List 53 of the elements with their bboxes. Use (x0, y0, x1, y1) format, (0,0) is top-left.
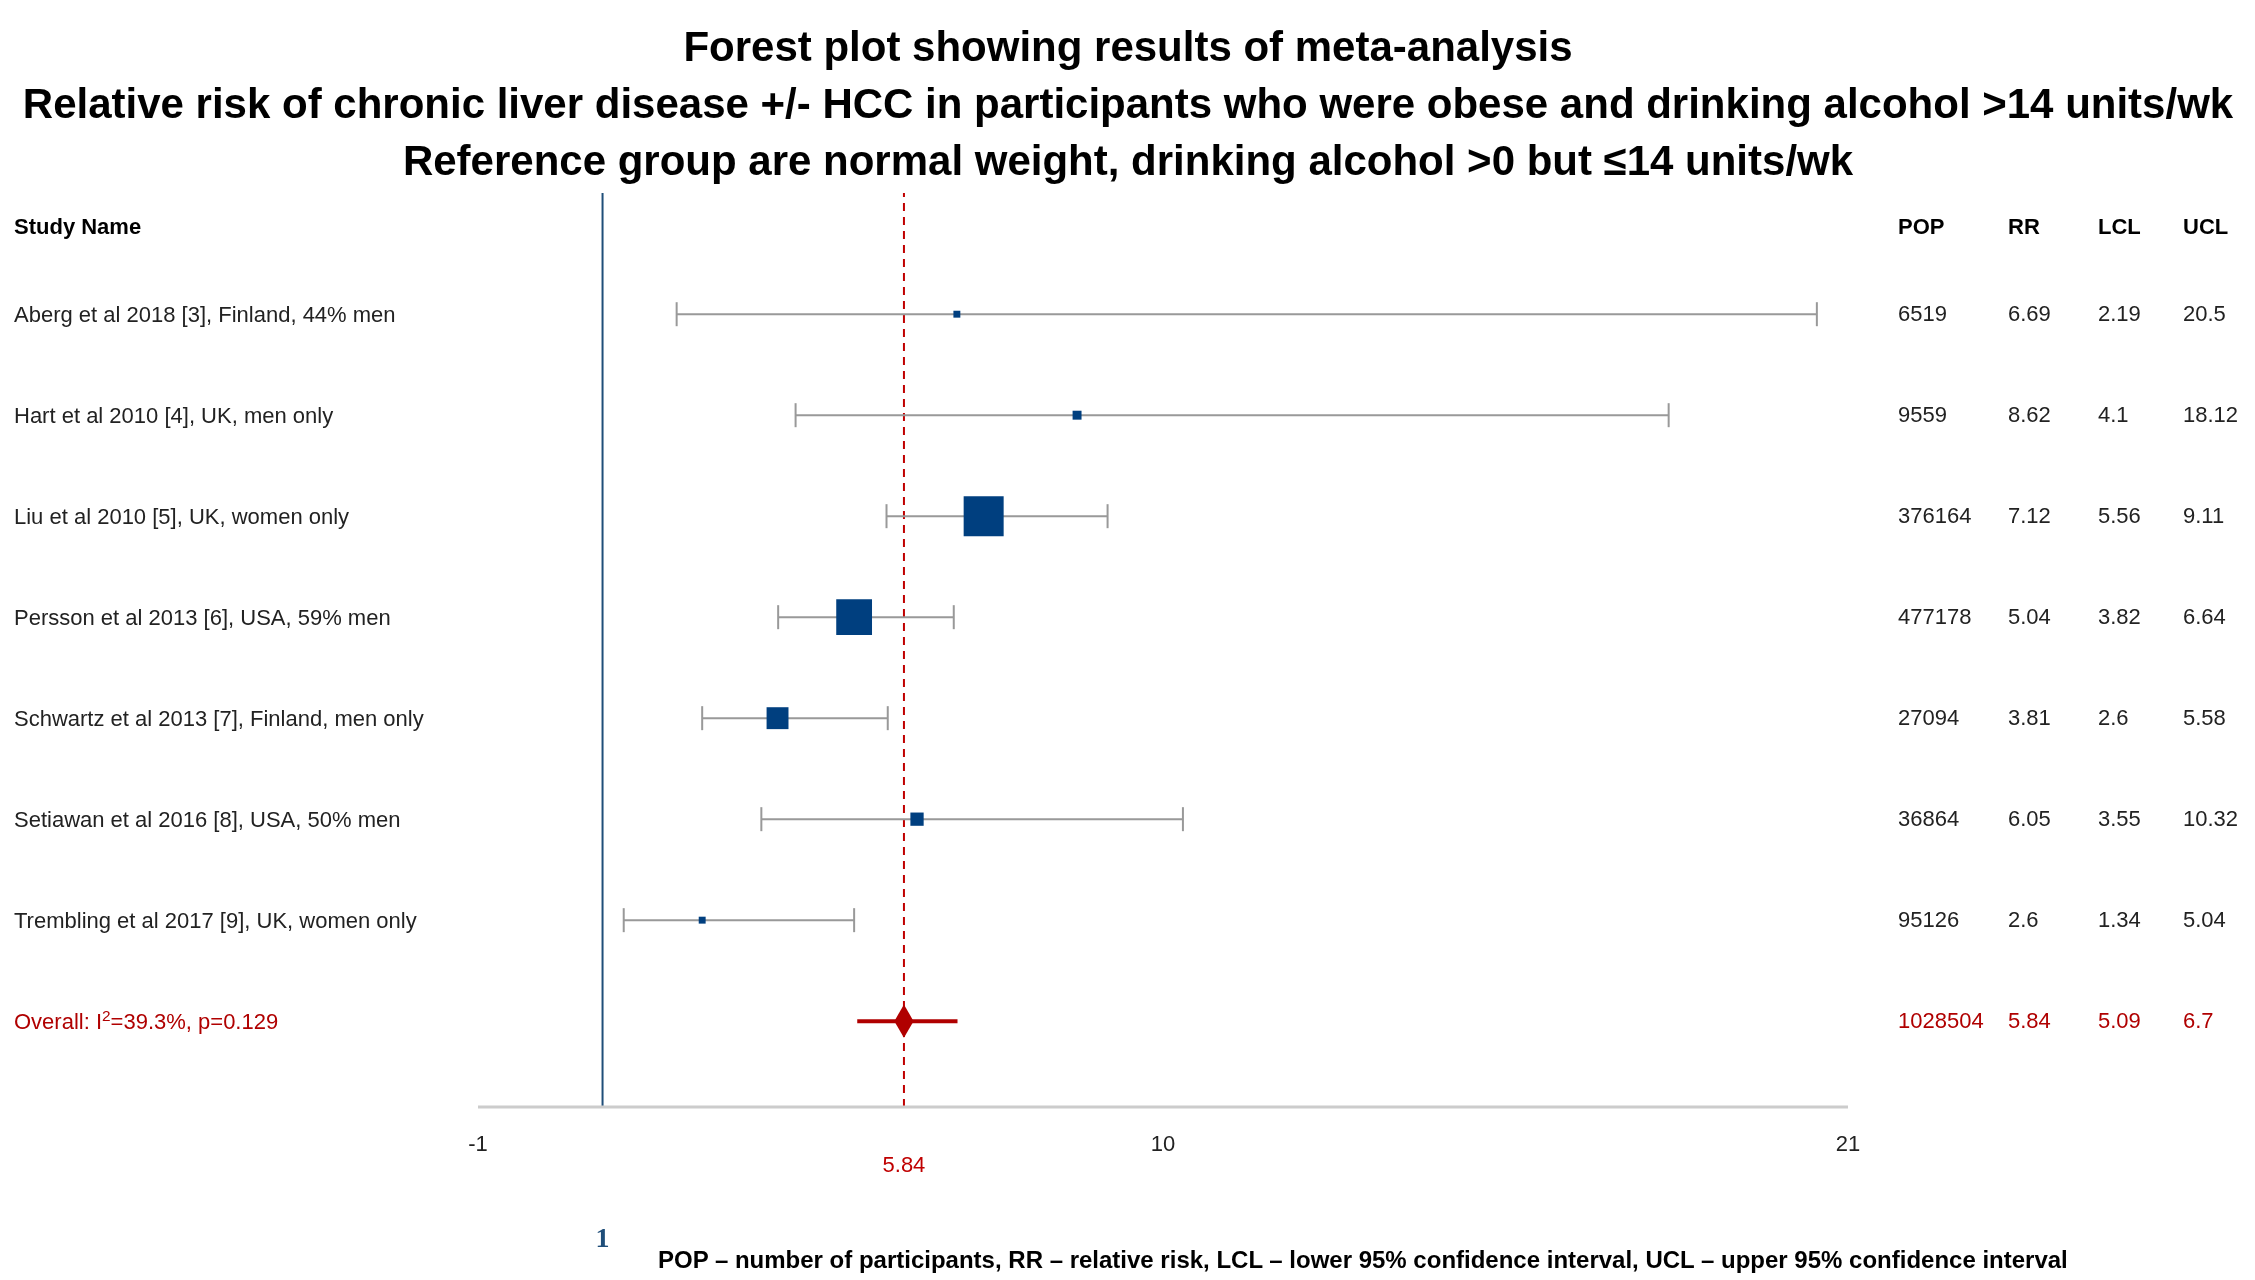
text: 376164 (1898, 503, 1972, 530)
y-tick-label: Aberg et al 2018 [3], Finland, 44% men (14, 301, 396, 327)
x-tick-label: -1 (468, 1130, 488, 1156)
ref-line-label: 5.84 (882, 1152, 926, 1177)
text: Study Name (14, 214, 142, 241)
text: 2.6 (2008, 907, 2039, 934)
text: 7.12 (2008, 503, 2051, 530)
x-tick-label: 21 (1835, 1130, 1861, 1156)
text: 1.34 (2098, 907, 2141, 934)
y-tick-label: Setiawan et al 2016 [8], USA, 50% men (14, 806, 401, 832)
text: 6.69 (2008, 301, 2051, 328)
text: 95126 (1898, 907, 1960, 934)
text: 9559 (1898, 402, 1947, 429)
text: 18.12 (2183, 402, 2239, 429)
text: 6.64 (2183, 604, 2226, 631)
text: LCL (2098, 214, 2141, 241)
text: POP – number of participants, RR – relative risk, LCL – lower 95% confidence interval, UCL – upper 95% confidence interval (658, 1246, 2068, 1274)
y-tick-label: Schwartz et al 2013 [7], Finland, men only (14, 705, 424, 731)
y-tick-label: Liu et al 2010 [5], UK, women only (14, 503, 350, 529)
chart-title: Forest plot showing results of meta-analysis (682, 22, 1574, 72)
text: 5.56 (2098, 503, 2141, 530)
y-tick-label: Overall: I$^{2}$=39.3%, p=0.129 (14, 1006, 279, 1034)
text: 27094 (1898, 705, 1960, 732)
text: 4.1 (2098, 402, 2129, 429)
ref-line-label: 1 (595, 1222, 610, 1253)
text: POP (1898, 214, 1945, 241)
text: 5.58 (2183, 705, 2226, 732)
text: UCL (2183, 214, 2229, 241)
chart-subtitle: Relative risk of chronic liver disease +/- HCC in participants who were obese and drinking alcohol >14 units/wk Reference group are normal weight, drinking alcohol >0 but ≤14 units/wk (21, 79, 2235, 186)
text: 5.09 (2098, 1008, 2141, 1035)
text: 9.11 (2183, 503, 2225, 530)
text: 3.55 (2098, 806, 2141, 833)
text: 1028504 (1898, 1008, 1984, 1035)
text: 6519 (1898, 301, 1947, 328)
text: 5.04 (2008, 604, 2051, 631)
y-tick-label: Hart et al 2010 [4], UK, men only (14, 402, 334, 428)
text: 10.32 (2183, 806, 2239, 833)
text: 3.81 (2008, 705, 2051, 732)
text: 5.04 (2183, 907, 2226, 934)
text: 5.84 (2008, 1008, 2051, 1035)
x-tick-label: 10 (1150, 1130, 1176, 1156)
text: 20.5 (2183, 301, 2226, 328)
text: 3.82 (2098, 604, 2141, 631)
text: RR (2008, 214, 2040, 241)
text: 2.6 (2098, 705, 2129, 732)
y-tick-label: Persson et al 2013 [6], USA, 59% men (14, 604, 391, 630)
y-tick-label: Trembling et al 2017 [9], UK, women only (14, 907, 417, 933)
text: 2.19 (2098, 301, 2141, 328)
text: 477178 (1898, 604, 1972, 631)
text: 6.7 (2183, 1008, 2214, 1035)
text: 6.05 (2008, 806, 2051, 833)
text: 36864 (1898, 806, 1960, 833)
text: 8.62 (2008, 402, 2051, 429)
